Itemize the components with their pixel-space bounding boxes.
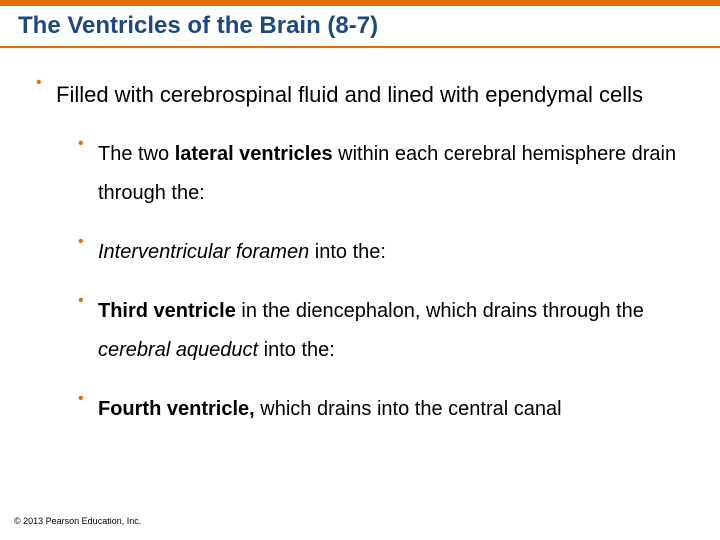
bullet-level2-text: Third ventricle in the diencephalon, whi… [98, 300, 644, 361]
title-area: The Ventricles of the Brain (8-7) [0, 6, 720, 46]
bullet-list-level2: The two lateral ventricles within each c… [56, 135, 690, 429]
slide-title: The Ventricles of the Brain (8-7) [18, 12, 702, 40]
slide-body: Filled with cerebrospinal fluid and line… [0, 48, 720, 429]
bullet-level2-text: The two lateral ventricles within each c… [98, 143, 676, 204]
bullet-level2-text: Fourth ventricle, which drains into the … [98, 398, 562, 420]
bullet-level2: Interventricular foramen into the: [76, 233, 690, 272]
bullet-level1: Filled with cerebrospinal fluid and line… [30, 74, 690, 429]
bullet-level2: The two lateral ventricles within each c… [76, 135, 690, 213]
slide: { "colors": { "accent": "#e46c0a", "titl… [0, 0, 720, 540]
bullet-level2: Third ventricle in the diencephalon, whi… [76, 292, 690, 370]
bullet-level2: Fourth ventricle, which drains into the … [76, 390, 690, 429]
bullet-level2-text: Interventricular foramen into the: [98, 241, 386, 263]
bullet-list-level1: Filled with cerebrospinal fluid and line… [30, 74, 690, 429]
bullet-level1-text: Filled with cerebrospinal fluid and line… [56, 82, 643, 107]
copyright-text: © 2013 Pearson Education, Inc. [14, 516, 141, 526]
